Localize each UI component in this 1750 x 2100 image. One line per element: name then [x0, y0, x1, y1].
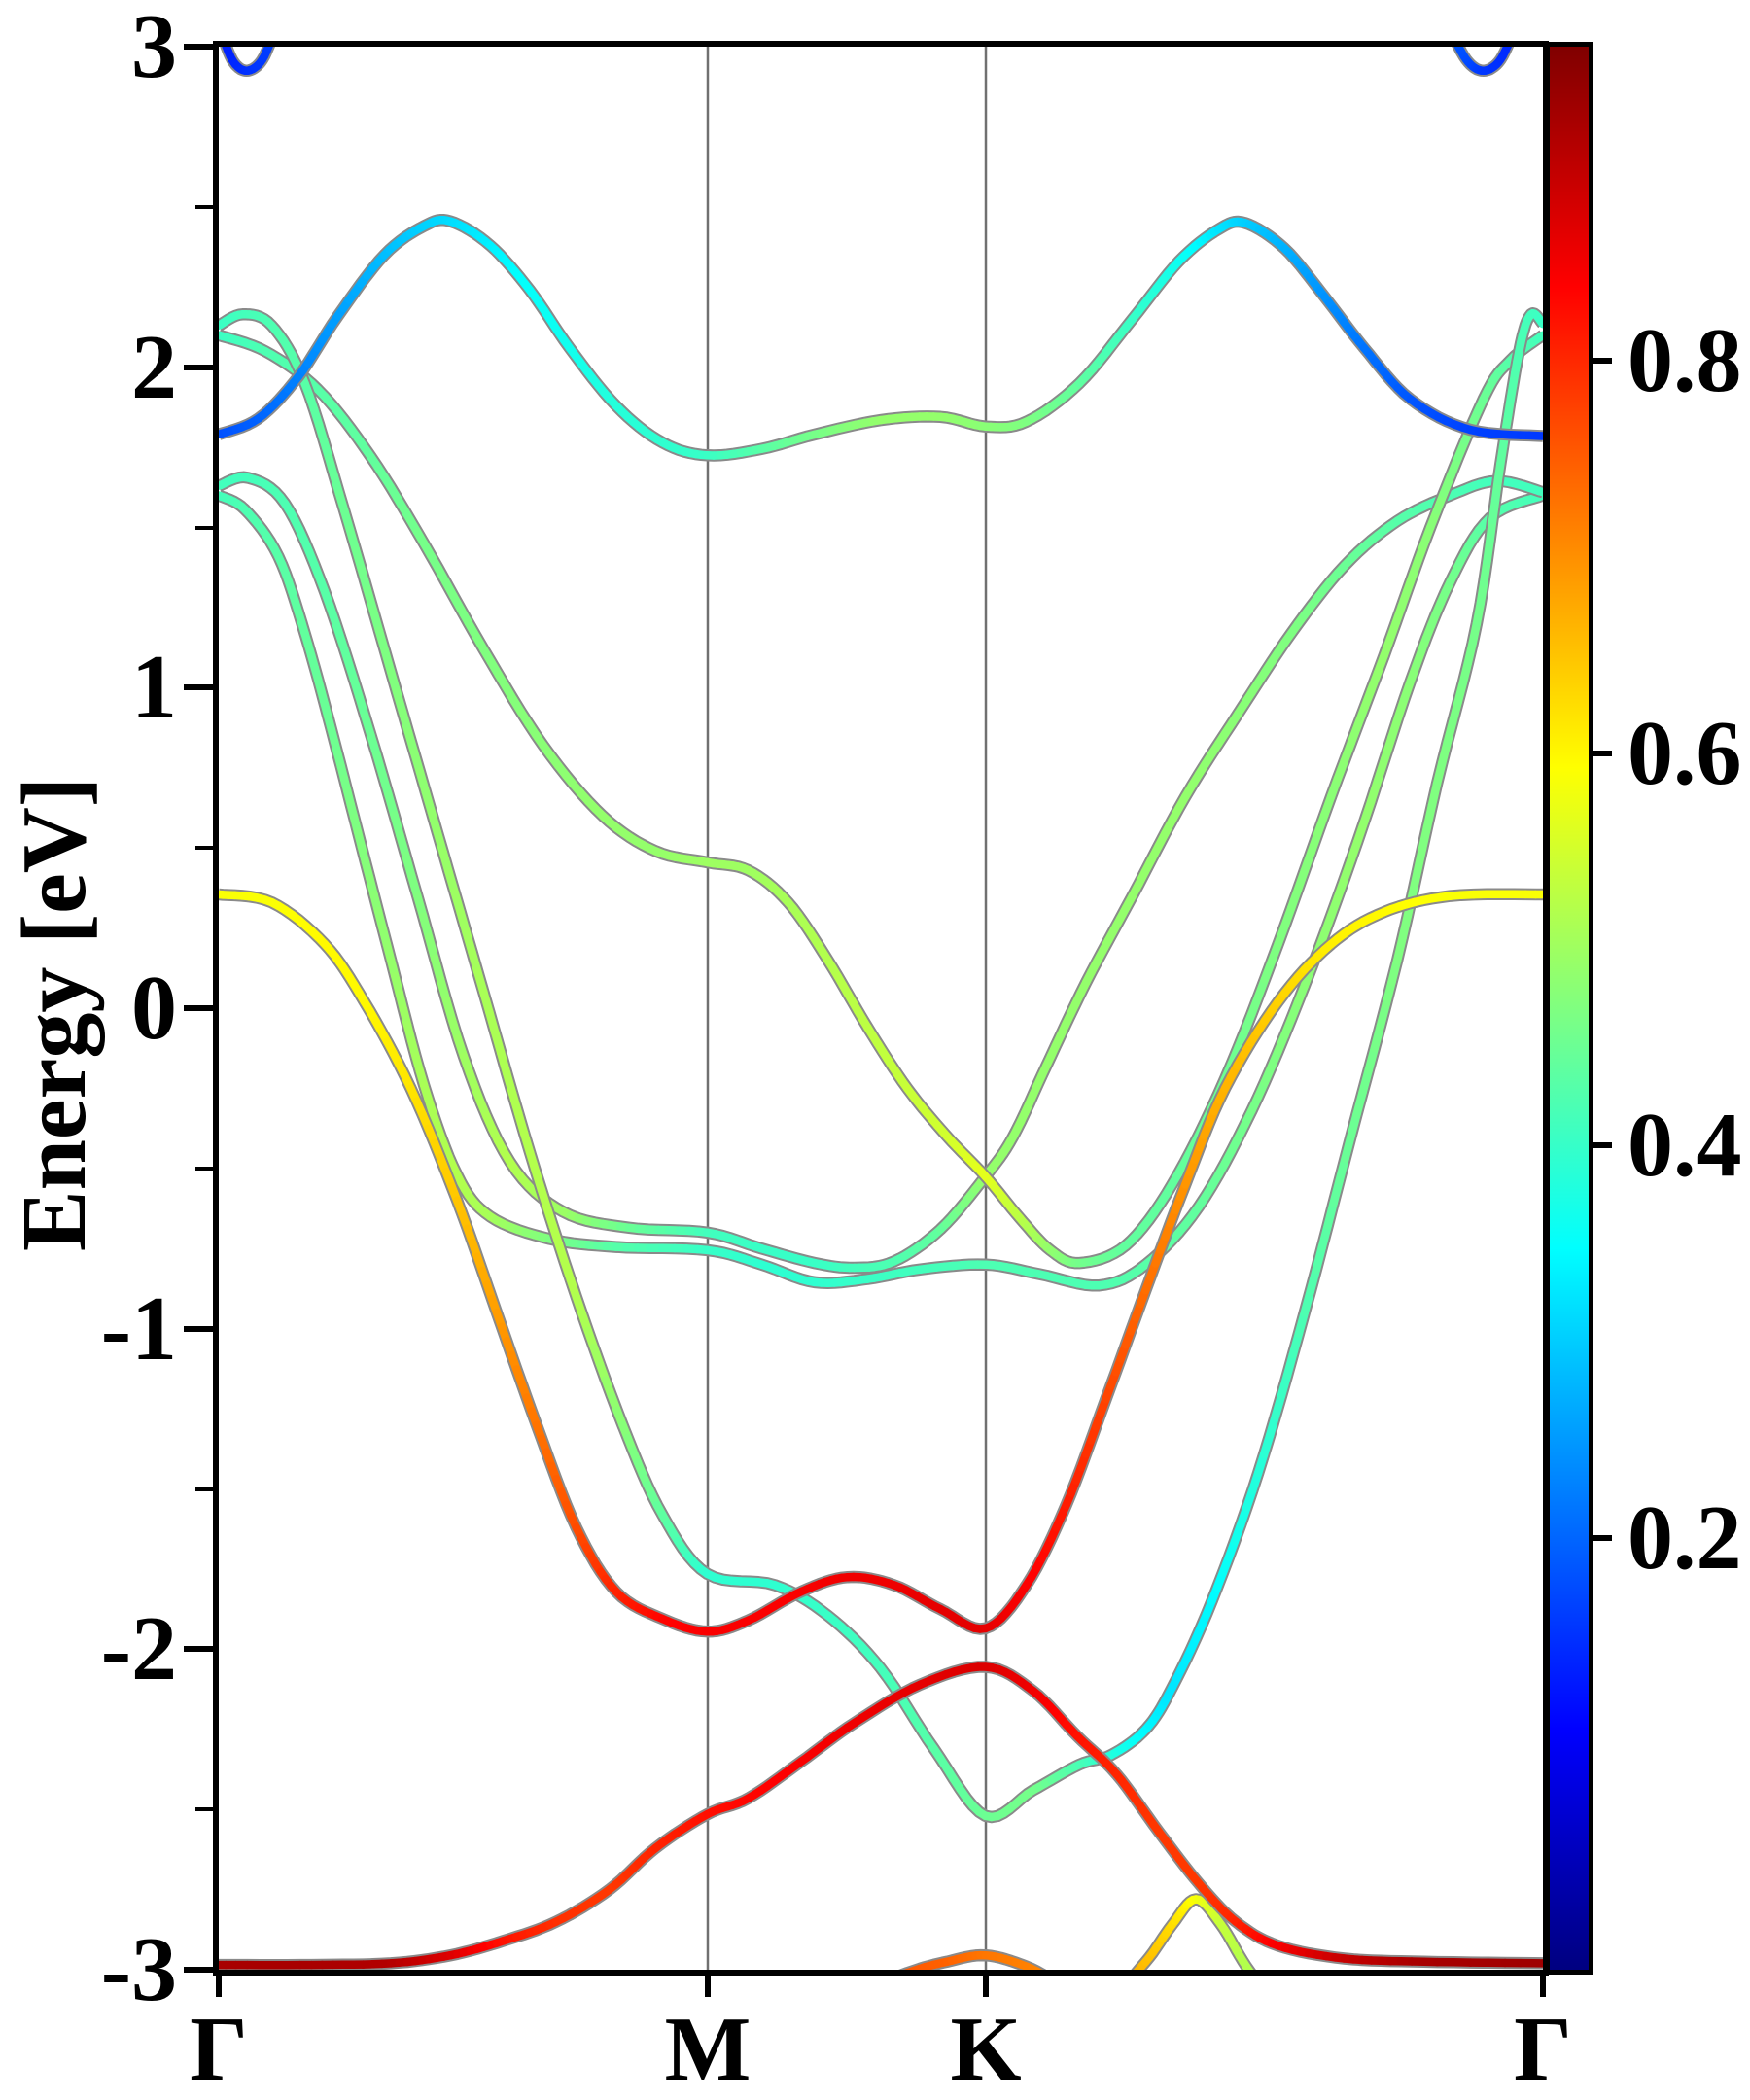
y-major-tick	[184, 1646, 213, 1652]
y-tick-label: 2	[131, 317, 177, 418]
band-outline-sigma-bottom	[219, 1661, 1543, 1970]
y-tick-label: -3	[100, 1919, 177, 2020]
colorbar-tick	[1589, 358, 1612, 364]
band-band-m-shoulder	[219, 331, 1543, 1268]
x-tick	[216, 1976, 222, 1997]
y-major-tick	[184, 365, 213, 370]
y-major-tick	[184, 1005, 213, 1011]
y-minor-tick	[195, 205, 213, 209]
y-minor-tick	[195, 1807, 213, 1811]
y-major-tick	[184, 44, 213, 50]
x-tick-label: Γ	[190, 1999, 248, 2100]
y-tick-label: 1	[131, 637, 177, 738]
band-conduction-band	[219, 215, 1543, 460]
band-upper-band-left-corner	[222, 47, 273, 75]
y-tick-label: -2	[100, 1598, 177, 1699]
y-major-tick	[184, 1967, 213, 1973]
colorbar-tick	[1589, 1535, 1612, 1541]
y-minor-tick	[195, 526, 213, 530]
band-valence-top	[219, 890, 1543, 1636]
x-tick-label: K	[950, 1999, 1022, 2100]
y-tick-label: 3	[131, 0, 177, 97]
y-major-tick	[184, 684, 213, 690]
colorbar	[1545, 42, 1593, 1975]
colorbar-tick-label: 0.6	[1628, 703, 1742, 804]
band-sigma-deep-bumps	[903, 1895, 1254, 1970]
x-tick-label: Γ	[1514, 1999, 1572, 2100]
colorbar-tick-label: 0.4	[1628, 1095, 1742, 1196]
band-valence-pair-upper	[219, 472, 1543, 1273]
x-tick	[1540, 1976, 1546, 1997]
colorbar-tick-label: 0.8	[1628, 310, 1742, 411]
y-minor-tick	[195, 1488, 213, 1491]
y-minor-tick	[195, 846, 213, 850]
x-tick	[983, 1976, 989, 1997]
colorbar-tick	[1589, 751, 1612, 756]
colorbar-tick	[1589, 1142, 1612, 1148]
y-tick-label: 0	[131, 958, 177, 1059]
band-sigma-bottom	[219, 1662, 1543, 1970]
colorbar-tick-label: 0.2	[1628, 1488, 1742, 1589]
band-structure-svg	[219, 47, 1543, 1970]
band-outline-band-m-shoulder	[219, 329, 1543, 1270]
x-tick-label: M	[664, 1999, 752, 2100]
x-tick	[705, 1976, 711, 1997]
band-valence-pair-lower	[219, 491, 1543, 1290]
y-tick-label: -1	[100, 1278, 177, 1380]
plot-area	[213, 41, 1549, 1976]
band-upper-band-right-corner	[1453, 47, 1512, 75]
y-minor-tick	[195, 1167, 213, 1171]
y-major-tick	[184, 1326, 213, 1332]
